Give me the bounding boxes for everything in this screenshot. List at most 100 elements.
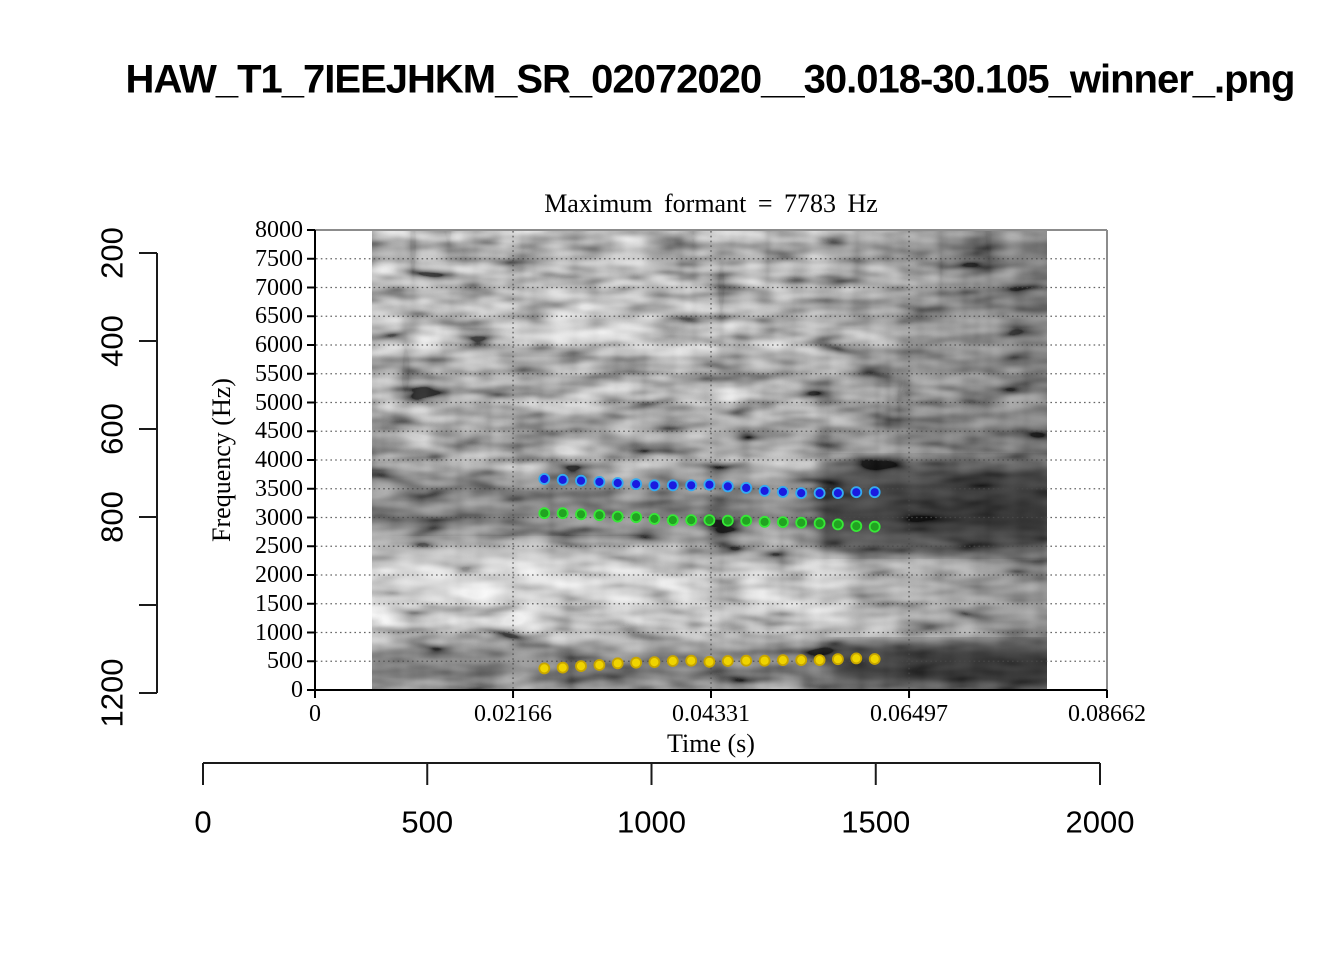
formant-track-upper-dot [740, 481, 753, 494]
formant-track-middle-dot [575, 508, 587, 521]
formant-track-lower-dot [593, 659, 606, 671]
outer-left-tick-label: 800 [94, 491, 130, 543]
formant-track-upper-dot [611, 477, 624, 489]
formant-track-middle-dot [758, 515, 771, 528]
x-tick-label: 0.04331 [672, 701, 750, 727]
y-tick-label: 6500 [255, 303, 303, 330]
dark-band-bottom-right [830, 642, 1047, 688]
max-formant-annotation: Maximum formant = 7783 Hz [544, 189, 878, 218]
formant-track-lower-dot [666, 655, 679, 667]
formant-track-middle-dot [685, 514, 698, 526]
formant-track-lower-dot [575, 660, 587, 672]
formant-track-middle-dot [740, 514, 753, 527]
formant-track-middle-dot [666, 514, 679, 526]
outer-bottom-ruler [202, 762, 1101, 785]
y-tick-label: 5000 [255, 389, 303, 416]
formant-track-lower-dot [868, 653, 881, 665]
formant-track-middle-dot [630, 511, 642, 524]
y-tick-label: 2000 [255, 562, 303, 588]
axis-ticks [307, 229, 1108, 698]
formant-track-lower-dot [813, 654, 826, 666]
outer-left-tick-label: 600 [94, 403, 130, 455]
formant-track-middle-dot [777, 516, 789, 528]
formant-track-lower-dot [758, 654, 771, 667]
y-tick-label: 5500 [255, 360, 303, 387]
formant-track-middle-dot [795, 516, 808, 529]
formant-track-middle-dot [832, 518, 844, 531]
light-patch-top [500, 295, 690, 350]
formant-track-lower-dot [721, 655, 734, 667]
formant-track-lower-dot [703, 655, 716, 668]
outer-left-tick-label: 200 [94, 227, 130, 279]
formant-track-upper-dot [703, 478, 716, 491]
formant-track-middle-dot [721, 514, 734, 527]
y-tick-label: 6000 [255, 332, 303, 358]
y-tick-label: 4000 [255, 447, 303, 473]
formant-track-lower-dot [795, 654, 808, 666]
formant-track-lower-dot [850, 652, 863, 665]
y-tick-label: 500 [267, 648, 303, 675]
formant-track-middle-dot [593, 509, 606, 522]
formant-track-upper-dot [813, 487, 826, 500]
formant-track-upper-dot [538, 473, 551, 485]
outer-bottom-tick-label: 500 [401, 804, 454, 840]
formant-track-upper-dot [666, 479, 679, 492]
formant-track-lower-dot [611, 657, 624, 670]
y-tick-label: 7000 [255, 274, 303, 301]
outer-left-tick-label: 1200 [94, 658, 130, 728]
figure-title: HAW_T1_7IEEJHKM_SR_02072020__30.018-30.1… [125, 57, 1296, 102]
outer-bottom-tick-label: 0 [194, 804, 212, 840]
formant-track-upper-dot [868, 486, 881, 499]
formant-track-upper-dot [795, 487, 808, 500]
formant-track-upper-dot [648, 479, 661, 492]
formant-track-lower-dot [740, 654, 753, 667]
y-tick-label: 8000 [255, 217, 303, 243]
y-tick-label: 2500 [255, 533, 303, 560]
formant-track-upper-dot [721, 480, 734, 493]
formant-track-upper-dot [758, 484, 771, 497]
formant-track-lower-dot [556, 661, 569, 674]
formant-dots [538, 473, 881, 675]
formant-track-lower-dot [648, 656, 661, 668]
formant-track-lower-dot [538, 662, 551, 675]
formant-track-middle-dot [611, 510, 624, 523]
formant-track-middle-dot [850, 520, 863, 532]
formant-track-upper-dot [556, 473, 569, 486]
formant-track-middle-dot [813, 517, 826, 530]
y-tick-label: 1000 [255, 619, 303, 646]
outer-left-ruler [139, 252, 158, 694]
y-tick-label: 7500 [255, 245, 303, 272]
formant-track-middle-dot [703, 514, 716, 526]
x-tick-label: 0.02166 [474, 701, 553, 727]
formant-track-lower-dot [685, 654, 698, 667]
formant-track-upper-dot [777, 485, 789, 498]
light-band-left [390, 542, 650, 600]
y-axis-title: Frequency (Hz) [207, 378, 236, 542]
formant-track-upper-dot [575, 474, 587, 487]
y-tick-label: 4500 [255, 418, 303, 445]
formant-track-middle-dot [868, 520, 881, 533]
formant-track-lower-dot [777, 654, 789, 666]
y-tick-label: 1500 [255, 590, 303, 617]
x-tick-label: 0.06497 [870, 701, 949, 727]
formant-track-upper-dot [630, 478, 642, 491]
x-tick-label: 0 [309, 701, 321, 727]
formant-track-middle-dot [538, 507, 551, 520]
y-tick-label: 0 [291, 677, 303, 703]
formant-track-middle-dot [648, 513, 661, 525]
outer-bottom-tick-label: 1000 [617, 804, 686, 840]
formant-track-middle-dot [556, 507, 569, 520]
x-axis-title: Time (s) [667, 729, 755, 758]
dark-band-mid-right [820, 462, 1047, 550]
formant-track-upper-dot [593, 475, 606, 488]
x-tick-label: 0.08662 [1068, 701, 1146, 727]
outer-left-tick-label: 400 [94, 315, 130, 367]
formant-track-upper-dot [832, 487, 844, 500]
formant-track-lower-dot [832, 653, 844, 666]
formant-track-upper-dot [685, 479, 698, 492]
y-tick-label: 3500 [255, 475, 303, 502]
formant-track-lower-dot [630, 656, 642, 669]
outer-bottom-tick-label: 2000 [1065, 804, 1135, 840]
